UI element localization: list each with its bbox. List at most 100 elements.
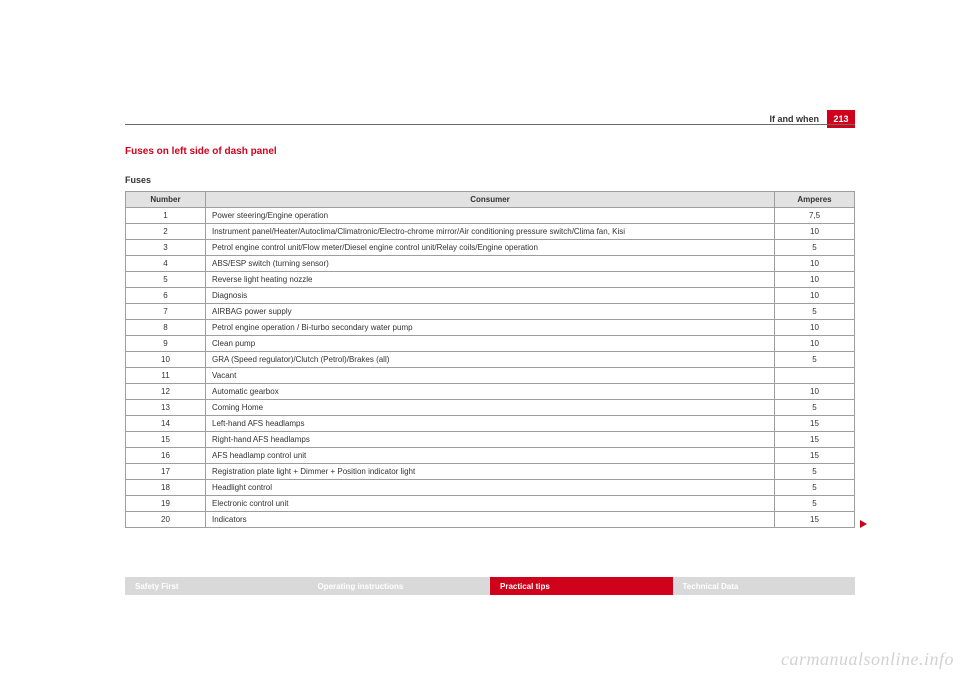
table-row: 6Diagnosis10 <box>126 288 855 304</box>
cell-amperes: 5 <box>775 304 855 320</box>
cell-amperes: 10 <box>775 224 855 240</box>
table-row: 9Clean pump10 <box>126 336 855 352</box>
cell-amperes: 15 <box>775 448 855 464</box>
table-row: 10GRA (Speed regulator)/Clutch (Petrol)/… <box>126 352 855 368</box>
content-area: Fuses on left side of dash panel Fuses N… <box>125 146 855 528</box>
cell-consumer: Right-hand AFS headlamps <box>206 432 775 448</box>
cell-consumer: Indicators <box>206 512 775 528</box>
cell-consumer: Clean pump <box>206 336 775 352</box>
table-row: 1Power steering/Engine operation7,5 <box>126 208 855 224</box>
cell-consumer: Registration plate light + Dimmer + Posi… <box>206 464 775 480</box>
cell-number: 11 <box>126 368 206 384</box>
tab-practical-tips[interactable]: Practical tips <box>490 577 673 595</box>
cell-number: 9 <box>126 336 206 352</box>
cell-consumer: Vacant <box>206 368 775 384</box>
table-row: 12Automatic gearbox10 <box>126 384 855 400</box>
table-row: 18Headlight control5 <box>126 480 855 496</box>
cell-consumer: Automatic gearbox <box>206 384 775 400</box>
table-row: 14Left-hand AFS headlamps15 <box>126 416 855 432</box>
table-row: 8Petrol engine operation / Bi-turbo seco… <box>126 320 855 336</box>
header-rule <box>125 124 855 125</box>
cell-consumer: Power steering/Engine operation <box>206 208 775 224</box>
table-row: 11Vacant <box>126 368 855 384</box>
page-title: Fuses on left side of dash panel <box>125 146 855 157</box>
table-row: 19Electronic control unit5 <box>126 496 855 512</box>
cell-amperes: 5 <box>775 464 855 480</box>
table-row: 3Petrol engine control unit/Flow meter/D… <box>126 240 855 256</box>
cell-number: 19 <box>126 496 206 512</box>
fuse-table-wrapper: Number Consumer Amperes 1Power steering/… <box>125 191 855 528</box>
cell-amperes: 7,5 <box>775 208 855 224</box>
cell-consumer: Coming Home <box>206 400 775 416</box>
cell-consumer: ABS/ESP switch (turning sensor) <box>206 256 775 272</box>
cell-amperes: 10 <box>775 320 855 336</box>
cell-amperes: 15 <box>775 512 855 528</box>
table-row: 20Indicators15 <box>126 512 855 528</box>
col-consumer-header: Consumer <box>206 192 775 208</box>
table-row: 15Right-hand AFS headlamps15 <box>126 432 855 448</box>
table-row: 7AIRBAG power supply5 <box>126 304 855 320</box>
cell-number: 20 <box>126 512 206 528</box>
table-row: 13Coming Home5 <box>126 400 855 416</box>
table-header-row: Number Consumer Amperes <box>126 192 855 208</box>
page: If and when 213 Fuses on left side of da… <box>0 0 960 678</box>
cell-amperes: 5 <box>775 480 855 496</box>
cell-number: 12 <box>126 384 206 400</box>
cell-number: 17 <box>126 464 206 480</box>
cell-number: 8 <box>126 320 206 336</box>
watermark: carmanualsonline.info <box>781 649 954 670</box>
cell-consumer: AFS headlamp control unit <box>206 448 775 464</box>
cell-number: 14 <box>126 416 206 432</box>
tab-operating-instructions[interactable]: Operating instructions <box>308 577 491 595</box>
cell-number: 5 <box>126 272 206 288</box>
page-header: If and when 213 <box>770 110 856 128</box>
cell-number: 10 <box>126 352 206 368</box>
cell-consumer: Petrol engine control unit/Flow meter/Di… <box>206 240 775 256</box>
cell-number: 3 <box>126 240 206 256</box>
cell-amperes: 10 <box>775 288 855 304</box>
cell-consumer: Petrol engine operation / Bi-turbo secon… <box>206 320 775 336</box>
footer-tabs: Safety First Operating instructions Prac… <box>125 577 855 595</box>
section-label: If and when <box>770 114 820 124</box>
cell-consumer: AIRBAG power supply <box>206 304 775 320</box>
cell-number: 4 <box>126 256 206 272</box>
tab-technical-data[interactable]: Technical Data <box>673 577 856 595</box>
cell-amperes: 5 <box>775 496 855 512</box>
tab-safety-first[interactable]: Safety First <box>125 577 308 595</box>
cell-number: 6 <box>126 288 206 304</box>
cell-consumer: Left-hand AFS headlamps <box>206 416 775 432</box>
cell-consumer: Diagnosis <box>206 288 775 304</box>
fuse-table: Number Consumer Amperes 1Power steering/… <box>125 191 855 528</box>
continue-arrow-icon <box>860 520 867 528</box>
cell-amperes <box>775 368 855 384</box>
col-number-header: Number <box>126 192 206 208</box>
cell-amperes: 5 <box>775 352 855 368</box>
table-row: 4ABS/ESP switch (turning sensor)10 <box>126 256 855 272</box>
page-number-badge: 213 <box>827 110 855 128</box>
cell-number: 15 <box>126 432 206 448</box>
table-row: 5Reverse light heating nozzle10 <box>126 272 855 288</box>
col-amperes-header: Amperes <box>775 192 855 208</box>
cell-consumer: Headlight control <box>206 480 775 496</box>
cell-number: 7 <box>126 304 206 320</box>
cell-consumer: Reverse light heating nozzle <box>206 272 775 288</box>
cell-amperes: 5 <box>775 240 855 256</box>
cell-number: 2 <box>126 224 206 240</box>
cell-amperes: 10 <box>775 384 855 400</box>
cell-consumer: Electronic control unit <box>206 496 775 512</box>
cell-amperes: 10 <box>775 272 855 288</box>
table-row: 2Instrument panel/Heater/Autoclima/Clima… <box>126 224 855 240</box>
cell-amperes: 10 <box>775 336 855 352</box>
table-row: 16AFS headlamp control unit15 <box>126 448 855 464</box>
table-row: 17Registration plate light + Dimmer + Po… <box>126 464 855 480</box>
cell-number: 1 <box>126 208 206 224</box>
cell-consumer: GRA (Speed regulator)/Clutch (Petrol)/Br… <box>206 352 775 368</box>
cell-amperes: 15 <box>775 416 855 432</box>
cell-consumer: Instrument panel/Heater/Autoclima/Climat… <box>206 224 775 240</box>
cell-number: 16 <box>126 448 206 464</box>
table-title: Fuses <box>125 175 855 185</box>
cell-amperes: 15 <box>775 432 855 448</box>
cell-number: 18 <box>126 480 206 496</box>
cell-amperes: 5 <box>775 400 855 416</box>
cell-number: 13 <box>126 400 206 416</box>
